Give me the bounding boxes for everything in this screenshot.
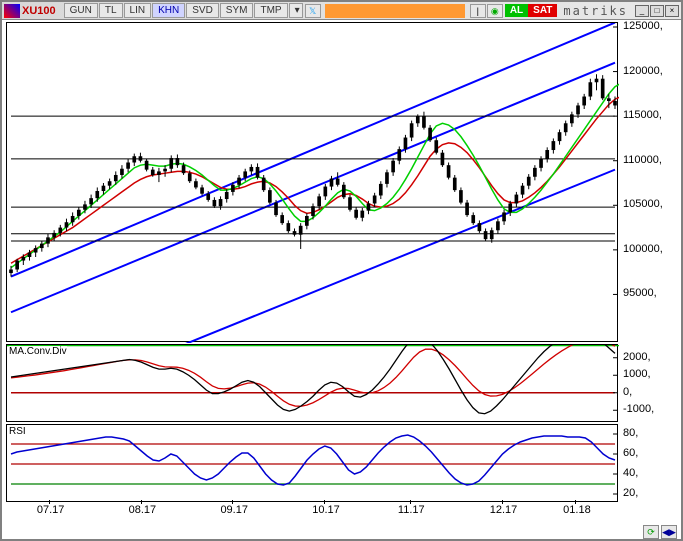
ticker-symbol: XU100 bbox=[22, 5, 56, 17]
toolbar-spacer bbox=[325, 4, 465, 18]
tmp-button[interactable]: TMP bbox=[254, 3, 287, 18]
svd-button[interactable]: SVD bbox=[186, 3, 219, 18]
maximize-button[interactable]: □ bbox=[650, 5, 664, 17]
gun-button[interactable]: GUN bbox=[64, 3, 98, 18]
close-button[interactable]: × bbox=[665, 5, 679, 17]
separator-icon: | bbox=[470, 4, 486, 18]
macd-panel[interactable]: MA.Conv.Div bbox=[6, 344, 618, 422]
dropdown-button[interactable]: ▾ bbox=[289, 3, 303, 18]
price-chart-panel[interactable] bbox=[6, 22, 618, 342]
khn-button[interactable]: KHN bbox=[152, 3, 185, 18]
lin-button[interactable]: LIN bbox=[124, 3, 152, 18]
chart-window: XU100 GUN TL LIN KHN SVD SYM TMP ▾ 𝕏 | ◉… bbox=[0, 0, 683, 541]
al-badge[interactable]: AL bbox=[505, 4, 528, 17]
brand-label: matriks bbox=[563, 4, 628, 18]
app-logo-icon bbox=[4, 4, 20, 18]
twitter-icon[interactable]: 𝕏 bbox=[305, 4, 321, 18]
nav-icon[interactable]: ◀▶ bbox=[661, 525, 677, 539]
sym-button[interactable]: SYM bbox=[220, 3, 254, 18]
rsi-title: RSI bbox=[9, 426, 26, 437]
macd-title: MA.Conv.Div bbox=[9, 346, 67, 357]
rsi-panel[interactable]: RSI bbox=[6, 424, 618, 502]
macd-yaxis: 2000,1000,0,-1000, bbox=[623, 344, 677, 422]
refresh-icon[interactable]: ⟳ bbox=[643, 525, 659, 539]
minimize-button[interactable]: _ bbox=[635, 5, 649, 17]
titlebar: XU100 GUN TL LIN KHN SVD SYM TMP ▾ 𝕏 | ◉… bbox=[2, 2, 681, 20]
sat-badge[interactable]: SAT bbox=[528, 4, 557, 17]
charts-area: 125000,120000,115000,110000,105000,10000… bbox=[2, 20, 681, 539]
indicator-icon[interactable]: ◉ bbox=[487, 4, 503, 18]
tl-button[interactable]: TL bbox=[99, 3, 123, 18]
price-yaxis: 125000,120000,115000,110000,105000,10000… bbox=[623, 22, 677, 342]
rsi-yaxis: 80,60,40,20, bbox=[623, 424, 677, 502]
time-xaxis: 07.1708.1709.1710.1711.1712.1701.18 bbox=[6, 504, 618, 520]
footer-icons: ⟳ ◀▶ bbox=[641, 525, 677, 539]
